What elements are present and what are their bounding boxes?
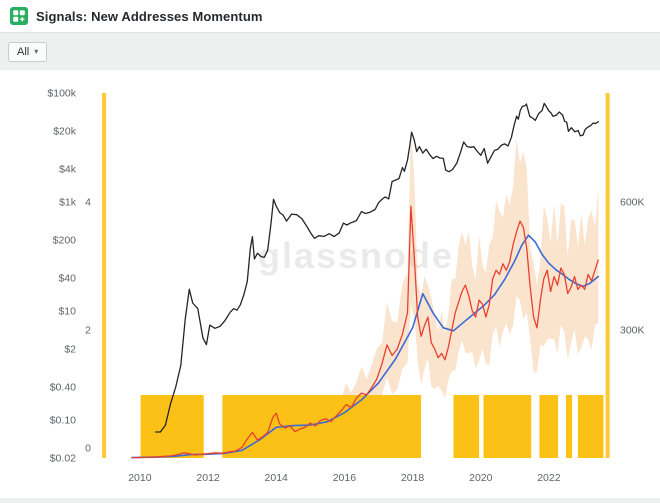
price-axis-label: $0.10 <box>50 414 76 426</box>
price-axis-label: $40 <box>58 273 76 285</box>
chart-area[interactable]: glassnode $100k $20k $4k $1k $200 $40 $10 $2 $0.4… <box>0 70 660 498</box>
chevron-down-icon: ▾ <box>34 46 39 56</box>
price-axis-label: $2 <box>64 344 76 356</box>
year-axis-label: 2010 <box>128 472 152 484</box>
price-line <box>155 102 600 433</box>
inner-axis-label: 4 <box>85 196 91 208</box>
count-axis-label: 600K <box>620 196 645 208</box>
year-axis-label: 2016 <box>333 472 357 484</box>
year-axis-label: 2014 <box>265 472 289 484</box>
signal-bar <box>453 395 480 458</box>
inner-axis-label: 2 <box>85 324 91 336</box>
price-axis-label: $1k <box>59 197 77 209</box>
signal-bar <box>483 395 532 458</box>
year-axis-label: 2012 <box>196 472 220 484</box>
header: Signals: New Addresses Momentum <box>0 0 660 33</box>
year-axis-label: 2018 <box>401 472 425 484</box>
inner-axis-label: 0 <box>85 443 91 455</box>
year-axis-label: 2020 <box>469 472 493 484</box>
price-axis-label: $200 <box>53 235 77 247</box>
price-axis-label: $4k <box>59 164 77 176</box>
highlight-line <box>605 93 610 458</box>
price-axis-label: $100k <box>47 88 76 100</box>
filter-dropdown[interactable]: All ▾ <box>8 41 48 62</box>
signal-bar <box>566 395 573 458</box>
highlight-line <box>102 93 107 458</box>
filter-dropdown-label: All <box>17 45 30 58</box>
signals-chart[interactable]: glassnode $100k $20k $4k $1k $200 $40 $10 $2 $0.4… <box>0 70 660 498</box>
count-axis-label: 300K <box>620 324 645 336</box>
average-line <box>131 234 600 459</box>
signal-bar <box>577 395 604 458</box>
signal-bar <box>539 395 559 458</box>
volatility-band <box>131 134 599 458</box>
watermark: glassnode <box>258 235 454 276</box>
workbench-icon-svg <box>10 7 28 25</box>
signal-bar <box>140 395 204 458</box>
page-title: Signals: New Addresses Momentum <box>36 8 263 24</box>
workbench-icon[interactable] <box>10 7 28 25</box>
momentum-line <box>131 205 600 459</box>
year-axis-label: 2022 <box>537 472 561 484</box>
price-axis-label: $0.40 <box>50 382 76 394</box>
toolbar: All ▾ <box>0 34 660 69</box>
signal-bar <box>222 395 422 458</box>
price-axis-label: $0.02 <box>50 453 76 465</box>
price-axis-label: $20k <box>53 126 77 138</box>
price-axis-label: $10 <box>58 305 76 317</box>
